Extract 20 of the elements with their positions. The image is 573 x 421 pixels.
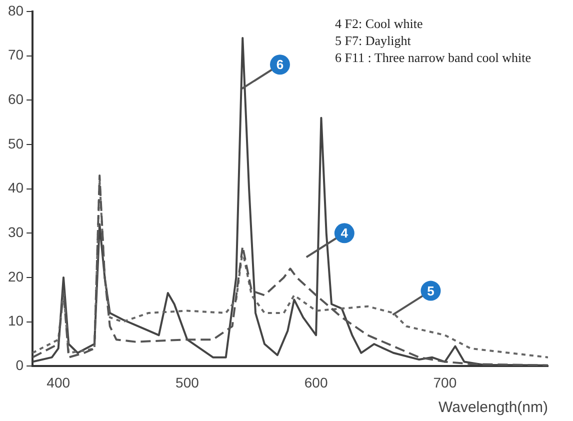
y-tick-label: 60	[8, 90, 24, 107]
y-tick-label: 80	[8, 2, 24, 18]
y-tick-label: 50	[8, 135, 24, 152]
annotation: 5 F7: Daylight	[335, 32, 412, 48]
x-tick-label: 700	[433, 374, 457, 390]
x-tick-label: 600	[304, 374, 328, 390]
annotation: 4	[340, 226, 349, 241]
y-tick-label: 30	[8, 224, 24, 240]
annotation: 5	[427, 283, 434, 298]
y-tick-label: 20	[8, 268, 24, 284]
y-tick-label: 10	[8, 312, 24, 329]
y-tick-label: 0	[16, 357, 24, 374]
y-tick-label: 40	[8, 180, 24, 196]
x-tick-label: 500	[176, 374, 200, 390]
x-tick-label: 400	[46, 374, 70, 390]
y-tick-label: 70	[8, 46, 24, 63]
x-axis-title: Wavelength(nm)	[438, 399, 548, 416]
annotation: 6	[276, 57, 284, 72]
annotation: 6 F11 : Three narrow band cool white	[335, 50, 532, 65]
annotation: 4 F2: Cool white	[335, 16, 423, 31]
